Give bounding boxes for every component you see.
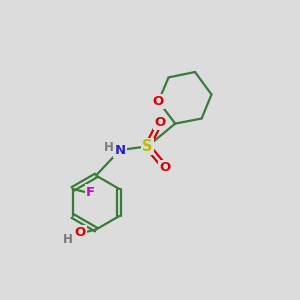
Text: O: O [153, 95, 164, 108]
Text: S: S [142, 139, 153, 154]
Text: H: H [63, 232, 72, 246]
Text: H: H [104, 141, 113, 154]
Text: O: O [159, 161, 171, 174]
Text: O: O [154, 116, 165, 129]
Text: O: O [75, 226, 86, 239]
Text: F: F [86, 185, 95, 199]
Text: N: N [114, 143, 126, 157]
